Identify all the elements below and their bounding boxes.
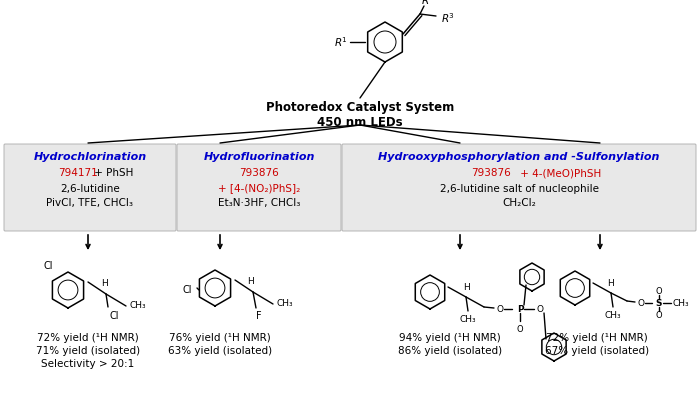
Text: CH₂Cl₂: CH₂Cl₂ bbox=[502, 198, 536, 208]
Text: 63% yield (isolated): 63% yield (isolated) bbox=[168, 346, 272, 356]
Text: Photoredox Catalyst System: Photoredox Catalyst System bbox=[266, 102, 454, 114]
Text: O: O bbox=[517, 324, 524, 334]
Text: 2,6-lutidine: 2,6-lutidine bbox=[60, 184, 120, 194]
Text: 450 nm LEDs: 450 nm LEDs bbox=[317, 116, 402, 130]
Text: F: F bbox=[256, 311, 262, 321]
Text: 72% yield (¹H NMR): 72% yield (¹H NMR) bbox=[37, 333, 139, 343]
Text: + 4-(MeO)PhSH: + 4-(MeO)PhSH bbox=[517, 168, 601, 178]
Text: 76% yield (¹H NMR): 76% yield (¹H NMR) bbox=[169, 333, 271, 343]
Text: 94% yield (¹H NMR): 94% yield (¹H NMR) bbox=[399, 333, 501, 343]
Text: CH₃: CH₃ bbox=[460, 314, 476, 324]
Text: Selectivity > 20:1: Selectivity > 20:1 bbox=[41, 359, 134, 369]
Text: Cl: Cl bbox=[109, 311, 119, 321]
FancyBboxPatch shape bbox=[4, 144, 176, 231]
Text: 793876: 793876 bbox=[471, 168, 511, 178]
Text: 71% yield (isolated): 71% yield (isolated) bbox=[36, 346, 140, 356]
Text: O: O bbox=[536, 304, 543, 314]
Text: 793876: 793876 bbox=[239, 168, 279, 178]
Text: $R^3$: $R^3$ bbox=[441, 11, 455, 25]
FancyBboxPatch shape bbox=[342, 144, 696, 231]
Text: Hydrochlorination: Hydrochlorination bbox=[34, 152, 146, 162]
Text: 86% yield (isolated): 86% yield (isolated) bbox=[398, 346, 502, 356]
Text: Cl: Cl bbox=[182, 285, 192, 295]
Text: $R^2$: $R^2$ bbox=[421, 0, 435, 7]
Text: CH₃: CH₃ bbox=[276, 300, 293, 308]
Text: O: O bbox=[638, 298, 645, 308]
Text: H: H bbox=[608, 278, 615, 288]
Text: O: O bbox=[656, 288, 662, 296]
Text: CH₃: CH₃ bbox=[673, 298, 690, 308]
Text: PivCl, TFE, CHCl₃: PivCl, TFE, CHCl₃ bbox=[46, 198, 134, 208]
Text: O: O bbox=[496, 304, 503, 314]
Text: + [4-(NO₂)PhS]₂: + [4-(NO₂)PhS]₂ bbox=[218, 183, 300, 193]
Text: Cl: Cl bbox=[43, 261, 52, 271]
Text: P: P bbox=[517, 304, 524, 314]
FancyBboxPatch shape bbox=[177, 144, 341, 231]
Text: 2,6-lutidine salt of nucleophile: 2,6-lutidine salt of nucleophile bbox=[440, 184, 598, 194]
Text: Hydrofluorination: Hydrofluorination bbox=[203, 152, 315, 162]
Text: H: H bbox=[248, 278, 254, 286]
Text: CH₃: CH₃ bbox=[130, 302, 146, 310]
Text: Hydrooxyphosphorylation and -Sulfonylation: Hydrooxyphosphorylation and -Sulfonylati… bbox=[378, 152, 659, 162]
Text: 72% yield (¹H NMR): 72% yield (¹H NMR) bbox=[546, 333, 648, 343]
Text: $R^1$: $R^1$ bbox=[334, 35, 348, 49]
Text: CH₃: CH₃ bbox=[605, 310, 622, 320]
Text: Et₃N·3HF, CHCl₃: Et₃N·3HF, CHCl₃ bbox=[218, 198, 300, 208]
Text: + PhSH: + PhSH bbox=[91, 168, 133, 178]
Text: O: O bbox=[656, 312, 662, 320]
Text: H: H bbox=[463, 282, 470, 292]
Text: S: S bbox=[656, 298, 662, 308]
Text: H: H bbox=[101, 280, 107, 288]
Text: 67% yield (isolated): 67% yield (isolated) bbox=[545, 346, 649, 356]
Text: 794171: 794171 bbox=[58, 168, 98, 178]
